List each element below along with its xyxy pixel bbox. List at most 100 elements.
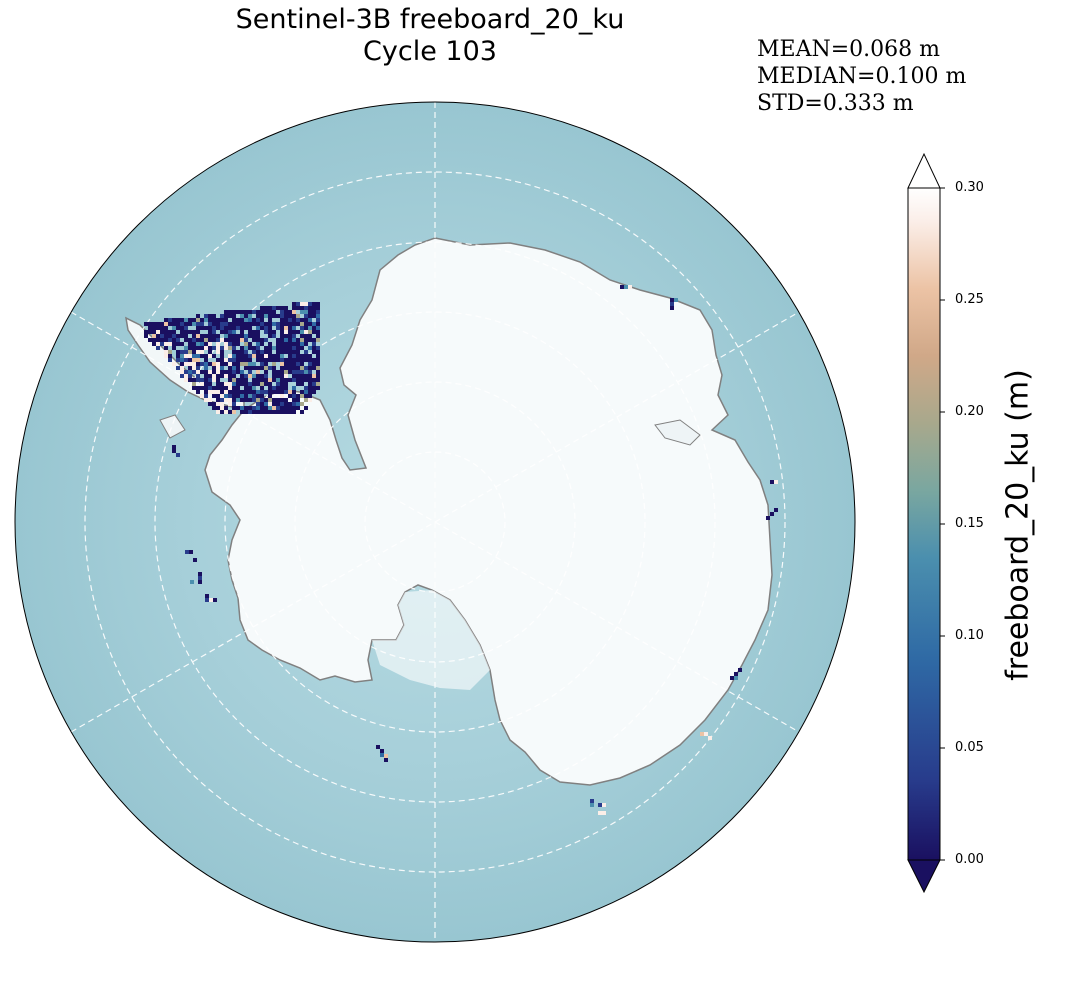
freeboard-cell <box>232 406 236 410</box>
freeboard-cell <box>260 342 264 346</box>
freeboard-cell <box>308 310 312 314</box>
freeboard-cell <box>300 390 304 394</box>
freeboard-cell <box>280 394 284 398</box>
freeboard-cell <box>232 310 236 314</box>
freeboard-cell <box>316 366 320 370</box>
freeboard-cell <box>264 406 268 410</box>
freeboard-cell <box>200 342 204 346</box>
freeboard-cell <box>264 410 268 414</box>
freeboard-cell <box>180 354 184 358</box>
freeboard-cell <box>168 338 172 342</box>
freeboard-cell <box>312 342 316 346</box>
freeboard-cell <box>308 394 312 398</box>
freeboard-cell <box>268 350 272 354</box>
freeboard-cell <box>240 346 244 350</box>
freeboard-cell <box>228 326 232 330</box>
freeboard-cell <box>292 386 296 390</box>
freeboard-cell <box>244 382 248 386</box>
freeboard-cell <box>284 386 288 390</box>
freeboard-cell <box>308 330 312 334</box>
freeboard-cell <box>308 378 312 382</box>
freeboard-cell <box>308 314 312 318</box>
freeboard-cell <box>228 390 232 394</box>
freeboard-cell <box>176 342 180 346</box>
freeboard-cell <box>232 366 236 370</box>
freeboard-cell <box>240 394 244 398</box>
freeboard-cell <box>224 326 228 330</box>
freeboard-cell <box>212 354 216 358</box>
freeboard-cell <box>708 736 712 740</box>
freeboard-cell <box>280 326 284 330</box>
freeboard-cell <box>160 342 164 346</box>
freeboard-cell <box>204 382 208 386</box>
freeboard-cell <box>296 318 300 322</box>
freeboard-cell <box>180 362 184 366</box>
freeboard-cell <box>272 402 276 406</box>
freeboard-cell <box>244 346 248 350</box>
freeboard-cell <box>300 366 304 370</box>
freeboard-cell <box>168 334 172 338</box>
freeboard-cell <box>280 398 284 402</box>
freeboard-cell <box>228 410 232 414</box>
freeboard-cell <box>236 326 240 330</box>
freeboard-cell <box>264 362 268 366</box>
freeboard-cell <box>300 326 304 330</box>
freeboard-cell <box>200 338 204 342</box>
freeboard-cell <box>196 370 200 374</box>
freeboard-cell <box>316 354 320 358</box>
freeboard-cell <box>180 334 184 338</box>
freeboard-cell <box>312 302 316 306</box>
freeboard-cell <box>152 322 156 326</box>
freeboard-cell <box>308 334 312 338</box>
freeboard-cell <box>236 354 240 358</box>
freeboard-cell <box>240 370 244 374</box>
freeboard-cell <box>280 386 284 390</box>
freeboard-cell <box>144 334 148 338</box>
freeboard-cell <box>248 410 252 414</box>
freeboard-cell <box>268 366 272 370</box>
freeboard-cell <box>180 342 184 346</box>
freeboard-cell <box>204 370 208 374</box>
freeboard-cell <box>248 394 252 398</box>
freeboard-cell <box>252 410 256 414</box>
colorbar <box>907 152 945 894</box>
freeboard-cell <box>184 362 188 366</box>
freeboard-cell <box>308 354 312 358</box>
freeboard-cell <box>316 310 320 314</box>
freeboard-cell <box>188 322 192 326</box>
freeboard-cell <box>240 350 244 354</box>
freeboard-cell <box>260 326 264 330</box>
freeboard-cell <box>280 366 284 370</box>
freeboard-cell <box>193 558 197 562</box>
freeboard-cell <box>164 346 168 350</box>
freeboard-cell <box>168 342 172 346</box>
freeboard-cell <box>296 402 300 406</box>
freeboard-cell <box>208 346 212 350</box>
freeboard-cell <box>148 330 152 334</box>
freeboard-cell <box>248 330 252 334</box>
freeboard-cell <box>288 314 292 318</box>
freeboard-cell <box>598 803 602 807</box>
freeboard-cell <box>224 362 228 366</box>
freeboard-cell <box>232 358 236 362</box>
freeboard-cell <box>252 334 256 338</box>
freeboard-cell <box>268 410 272 414</box>
freeboard-cell <box>200 322 204 326</box>
freeboard-cell <box>288 390 292 394</box>
freeboard-cell <box>264 398 268 402</box>
freeboard-cell <box>292 338 296 342</box>
freeboard-cell <box>300 338 304 342</box>
freeboard-cell <box>256 334 260 338</box>
island-2 <box>654 419 701 446</box>
freeboard-cell <box>674 298 678 302</box>
freeboard-cell <box>240 322 244 326</box>
freeboard-cell <box>280 350 284 354</box>
freeboard-cell <box>208 362 212 366</box>
freeboard-cell <box>216 342 220 346</box>
freeboard-cell <box>216 382 220 386</box>
freeboard-cell <box>212 346 216 350</box>
freeboard-cell <box>288 370 292 374</box>
freeboard-cell <box>240 338 244 342</box>
freeboard-cell <box>236 338 240 342</box>
freeboard-cell <box>212 334 216 338</box>
